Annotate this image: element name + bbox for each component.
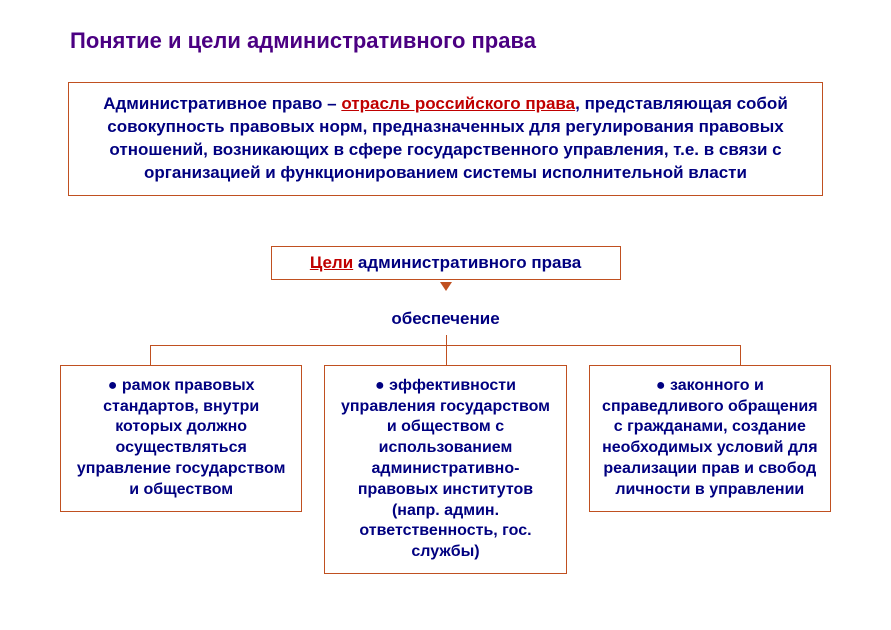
goal-box-3: ● законного и справедливого обращения с … — [589, 365, 831, 512]
connector-lines — [90, 335, 801, 365]
goal-box-1: ● рамок правовых стандартов, внутри кото… — [60, 365, 302, 512]
definition-highlight: отрасль российского права — [341, 94, 575, 113]
goals-label-rest: административного права — [353, 253, 581, 272]
arrow-down-icon — [440, 282, 452, 291]
page-title: Понятие и цели административного права — [70, 28, 841, 54]
goals-label-underline: Цели — [310, 253, 353, 272]
provision-label: обеспечение — [50, 309, 841, 329]
definition-box: Административное право – отрасль российс… — [68, 82, 823, 196]
definition-prefix: Административное право – — [103, 94, 341, 113]
goal-box-2: ● эффективности управления государством … — [324, 365, 566, 574]
goals-label-box: Цели административного права — [271, 246, 621, 280]
goal-columns: ● рамок правовых стандартов, внутри кото… — [60, 365, 831, 574]
